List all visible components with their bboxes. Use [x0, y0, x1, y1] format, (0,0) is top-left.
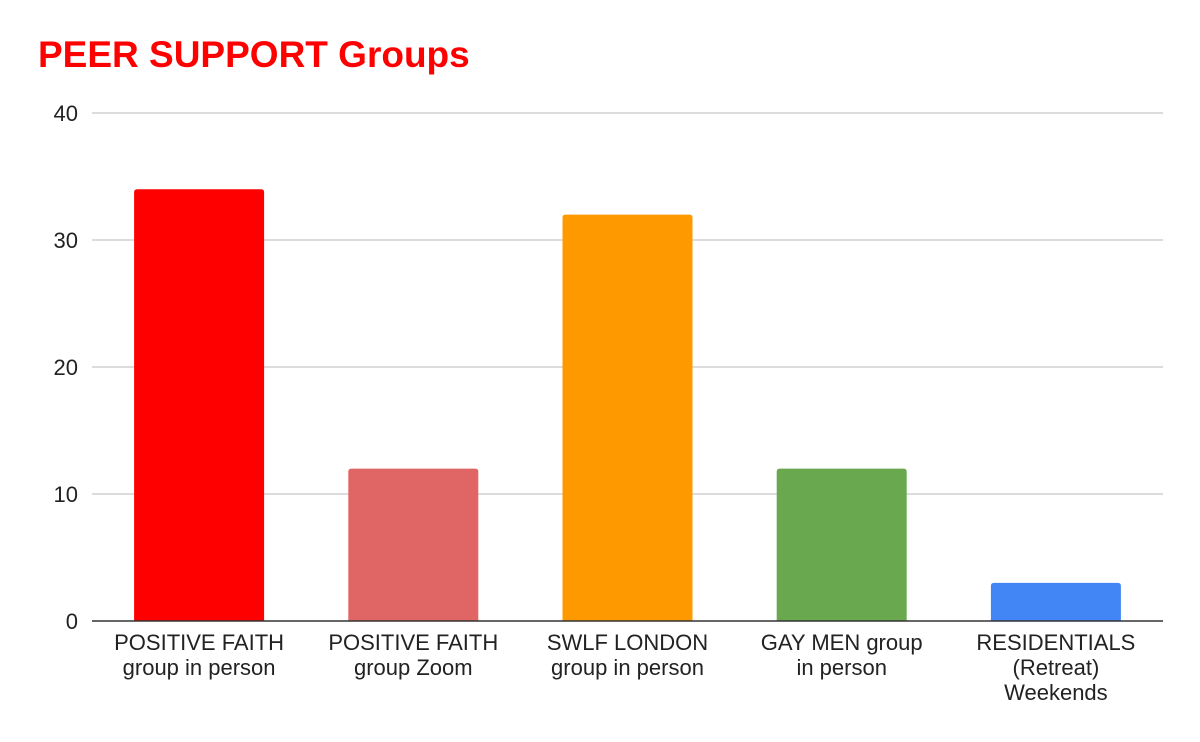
y-tick-label: 0 — [66, 609, 78, 634]
bar — [990, 582, 1121, 621]
y-tick-label: 40 — [54, 101, 78, 126]
x-axis-labels: POSITIVE FAITH group in person POSITIVE FA… — [114, 630, 1135, 705]
y-tick-label: 10 — [54, 482, 78, 507]
x-category-label: POSITIVE FAITH group Zoom — [328, 630, 498, 680]
x-category-label: SWLF LONDON group in person — [547, 630, 708, 680]
bar — [134, 189, 265, 621]
bar — [562, 214, 693, 621]
chart-title: PEER SUPPORT Groups — [38, 34, 470, 75]
y-tick-label: 30 — [54, 228, 78, 253]
y-tick-label: 20 — [54, 355, 78, 380]
x-category-label: POSITIVE FAITH group in person — [114, 630, 284, 680]
bar — [776, 468, 907, 621]
bars — [134, 189, 1121, 621]
x-category-label: RESIDENTIALS (Retreat) Weekends — [976, 630, 1135, 705]
y-axis-ticks: 0 10 20 30 40 — [54, 101, 78, 634]
bar — [348, 468, 479, 621]
x-category-label: GAY MEN group in person — [761, 630, 923, 680]
